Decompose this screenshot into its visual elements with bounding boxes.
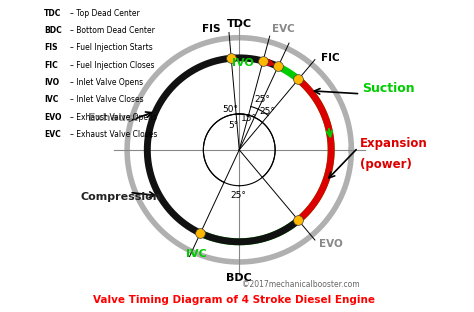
Text: – Inlet Valve Opens: – Inlet Valve Opens xyxy=(70,78,143,87)
Text: IVC: IVC xyxy=(44,95,58,105)
Text: Compression: Compression xyxy=(80,192,161,202)
Text: 25°: 25° xyxy=(230,191,246,200)
Text: – Top Dead Center: – Top Dead Center xyxy=(70,8,140,17)
Text: 25°: 25° xyxy=(259,107,275,116)
Text: FIC: FIC xyxy=(321,53,339,63)
Text: – Fuel Injection Closes: – Fuel Injection Closes xyxy=(70,61,155,70)
Text: 5°: 5° xyxy=(228,121,239,130)
Text: TDC: TDC xyxy=(227,19,252,29)
Text: ©2017mechanicalbooster.com: ©2017mechanicalbooster.com xyxy=(242,280,360,289)
Text: EVO: EVO xyxy=(44,113,62,122)
Text: Expansion: Expansion xyxy=(360,137,428,150)
Text: BDC: BDC xyxy=(227,273,252,283)
Text: EVC: EVC xyxy=(272,24,294,34)
Text: IVO: IVO xyxy=(44,78,59,87)
Text: – Fuel Injection Starts: – Fuel Injection Starts xyxy=(70,43,153,52)
Text: FIC: FIC xyxy=(44,61,58,70)
Text: 50°: 50° xyxy=(223,105,238,115)
Text: TDC: TDC xyxy=(44,8,62,17)
Text: Suction: Suction xyxy=(363,82,415,95)
Text: (power): (power) xyxy=(360,158,412,171)
Text: FIS: FIS xyxy=(44,43,58,52)
Text: 15°: 15° xyxy=(241,114,257,123)
Text: BDC: BDC xyxy=(44,26,62,35)
Text: Exhaust: Exhaust xyxy=(88,114,138,124)
Text: IVC: IVC xyxy=(185,249,206,259)
Text: EVO: EVO xyxy=(319,239,342,249)
Text: – Exhaust Valve Closes: – Exhaust Valve Closes xyxy=(70,130,157,139)
Text: FIS: FIS xyxy=(202,24,220,34)
Text: Valve Timing Diagram of 4 Stroke Diesel Engine: Valve Timing Diagram of 4 Stroke Diesel … xyxy=(92,295,374,305)
Text: – Bottom Dead Center: – Bottom Dead Center xyxy=(70,26,155,35)
Text: – Inlet Valve Closes: – Inlet Valve Closes xyxy=(70,95,144,105)
Text: – Exhaust Valve Opens: – Exhaust Valve Opens xyxy=(70,113,157,122)
Text: 25°: 25° xyxy=(254,95,270,104)
Text: EVC: EVC xyxy=(44,130,61,139)
Text: IVO: IVO xyxy=(232,58,254,68)
